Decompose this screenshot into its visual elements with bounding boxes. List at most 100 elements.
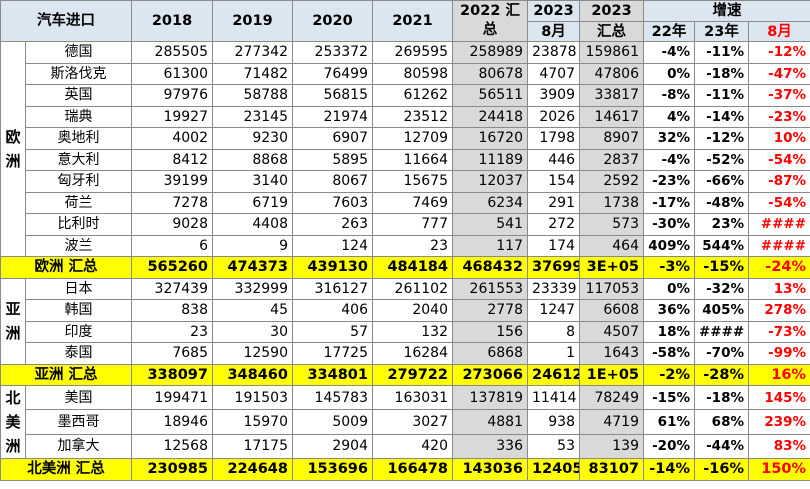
region-label: 北美洲 (0, 385, 26, 459)
subtotal-label: 欧洲 汇总 (0, 256, 132, 279)
subtotal-row: 欧洲 汇总 565260 474373 439130 484184 468432 37699… (0, 256, 810, 279)
country-name: 美国 (25, 384, 132, 411)
value-v2020: 6907 (292, 127, 373, 150)
growth-aug: -24% (747, 256, 810, 279)
value-aug: 154 (527, 170, 580, 193)
country-name: 波兰 (25, 234, 132, 257)
table-row: 泰国 7685 12590 17725 16284 6868 1 1643 -58% -70% -9… (1, 342, 810, 365)
value-v2020: 57 (292, 320, 373, 343)
value-aug: 1798 (527, 127, 580, 150)
country-name: 加拿大 (25, 433, 132, 460)
growth-22: 18% (643, 320, 695, 343)
growth-22: -8% (643, 84, 695, 107)
growth-aug: #### (747, 213, 810, 236)
value-v2021: 420 (372, 433, 453, 460)
growth-22: -23% (643, 170, 695, 193)
value-v2019: 277342 (212, 41, 293, 64)
subtotal-row: 北美洲 汇总 230985 224648 153696 166478 143036 1240… (0, 458, 810, 481)
value-aug: 174 (527, 234, 580, 257)
value-v2020: 124 (292, 234, 373, 257)
growth-aug: 83% (747, 433, 810, 460)
growth-22: -14% (643, 458, 695, 481)
value-v2018: 19927 (131, 105, 213, 128)
subtotal-label: 北美洲 汇总 (0, 458, 132, 481)
value-v2018: 199471 (131, 384, 213, 411)
header-2018: 2018 (131, 0, 213, 42)
value-aug: 272 (527, 213, 580, 236)
value-sum2023: 573 (579, 213, 644, 236)
growth-aug: 13% (747, 277, 810, 300)
value-v2020: 5009 (292, 409, 373, 435)
value-sum2023: 4507 (579, 320, 644, 343)
country-name: 匈牙利 (25, 170, 132, 193)
value-v2021: 269595 (372, 41, 453, 64)
value-v2019: 58788 (212, 84, 293, 107)
value-sum2023: 14617 (579, 105, 644, 128)
table-row: 奥地利 4002 9230 6907 12709 16720 1798 8907 32% -12%… (1, 127, 810, 150)
value-v2022: 56511 (452, 84, 528, 107)
value-v2018: 23 (131, 320, 213, 343)
value-sum2023: 47806 (579, 62, 644, 85)
country-name: 韩国 (25, 299, 132, 322)
value-sum2023: 464 (579, 234, 644, 257)
value-v2022: 137819 (452, 384, 528, 411)
value-aug: 23339 (527, 277, 580, 300)
value-sum2023: 6608 (579, 299, 644, 322)
value-v2020: 439130 (292, 256, 373, 279)
value-v2022: 12037 (452, 170, 528, 193)
country-name: 荷兰 (25, 191, 132, 214)
table-row: 英国 97976 58788 56815 61262 56511 3909 33817 -8% -… (1, 84, 810, 107)
growth-23: -15% (694, 256, 749, 279)
value-v2018: 338097 (131, 363, 213, 386)
value-v2018: 285505 (131, 41, 213, 64)
growth-23: -44% (694, 433, 749, 460)
growth-aug: -23% (747, 105, 810, 128)
growth-22: 4% (643, 105, 695, 128)
growth-22: 36% (643, 299, 695, 322)
growth-aug: 16% (747, 363, 810, 386)
value-v2018: 39199 (131, 170, 213, 193)
header-2023-aug-top: 2023 (527, 0, 580, 22)
value-sum2023: 78249 (579, 384, 644, 411)
table-row: 亚洲 日本 327439 332999 316127 261102 261553 23339 1… (0, 277, 810, 365)
value-v2020: 76499 (292, 62, 373, 85)
growth-23: -70% (694, 342, 749, 365)
growth-aug: 278% (747, 299, 810, 322)
growth-23: -32% (694, 277, 749, 300)
table-row: 比利时 9028 4408 263 777 541 272 573 -30% 23% #### (1, 213, 810, 236)
country-name: 斯洛伐克 (25, 62, 132, 85)
value-v2019: 8868 (212, 148, 293, 171)
value-v2018: 838 (131, 299, 213, 322)
value-v2020: 334801 (292, 363, 373, 386)
growth-22: 0% (643, 62, 695, 85)
growth-aug: -37% (747, 84, 810, 107)
value-v2022: 80678 (452, 62, 528, 85)
growth-23: -52% (694, 148, 749, 171)
value-v2022: 2778 (452, 299, 528, 322)
header-2020: 2020 (292, 0, 373, 42)
country-name: 瑞典 (25, 105, 132, 128)
growth-aug: -47% (747, 62, 810, 85)
value-aug: 23878 (527, 41, 580, 64)
value-v2021: 3027 (372, 409, 453, 435)
value-sum2023: 2837 (579, 148, 644, 171)
value-v2018: 230985 (131, 458, 213, 481)
table-row: 匈牙利 39199 3140 8067 15675 12037 154 2592 -23% -66… (1, 170, 810, 193)
country-name: 日本 (25, 277, 132, 300)
growth-22: 61% (643, 409, 695, 435)
value-v2019: 12590 (212, 342, 293, 365)
header-2023-sum-bottom: 汇总 (579, 21, 644, 42)
value-v2019: 71482 (212, 62, 293, 85)
growth-22: -2% (643, 363, 695, 386)
value-v2020: 316127 (292, 277, 373, 300)
value-v2022: 6234 (452, 191, 528, 214)
value-v2020: 406 (292, 299, 373, 322)
growth-aug: 150% (747, 458, 810, 481)
growth-aug: -87% (747, 170, 810, 193)
value-v2021: 61262 (372, 84, 453, 107)
growth-23: 23% (694, 213, 749, 236)
region-label: 欧洲 (0, 41, 26, 257)
growth-aug: -99% (747, 342, 810, 365)
value-aug: 8 (527, 320, 580, 343)
